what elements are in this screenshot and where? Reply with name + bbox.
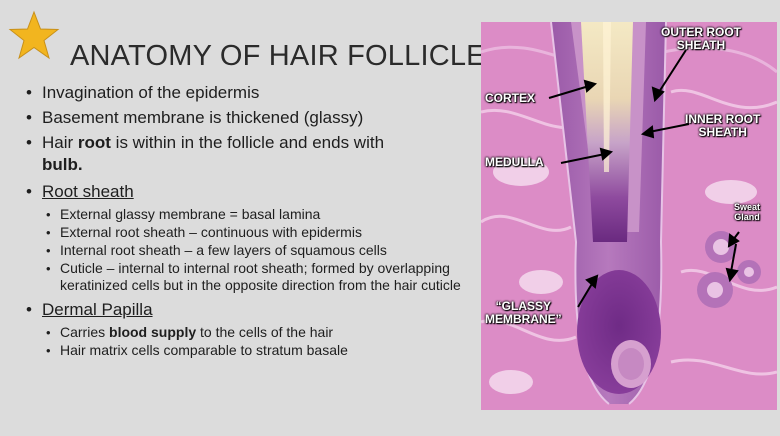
sub-bullet-external-root-sheath: External root sheath – continuous with e… xyxy=(24,224,476,241)
sub-bullet-hair-matrix: Hair matrix cells comparable to stratum … xyxy=(24,342,476,359)
label-sweat-gland: Sweat Gland xyxy=(734,202,761,222)
bullet-hair-root: Hair root is within in the follicle and … xyxy=(24,132,476,176)
slide-title: ANATOMY OF HAIR FOLLICLE xyxy=(70,40,486,72)
bullet-basement-membrane: Basement membrane is thickened (glassy) xyxy=(24,107,476,129)
bullet-dermal-papilla: Dermal Papilla xyxy=(24,299,476,321)
label-glassy-membrane: “GLASSY MEMBRANE” xyxy=(485,299,562,326)
label-inner-root-sheath: INNER ROOT SHEATH xyxy=(685,112,761,139)
hair-follicle-micrograph xyxy=(481,22,777,410)
bullet-root-sheath: Root sheath xyxy=(24,181,476,203)
sub-bullet-cuticle: Cuticle – internal to internal root shea… xyxy=(24,260,476,294)
label-medulla: MEDULLA xyxy=(485,155,544,169)
sub-bullet-glassy-membrane: External glassy membrane = basal lamina xyxy=(24,206,476,223)
histology-image: OUTER ROOT SHEATH CORTEX INNER ROOT SHEA… xyxy=(481,22,777,410)
label-cortex: CORTEX xyxy=(485,91,536,105)
sub-bullet-internal-root-sheath: Internal root sheath – a few layers of s… xyxy=(24,242,476,259)
bullet-list: Invagination of the epidermis Basement m… xyxy=(24,82,476,360)
star-icon xyxy=(8,10,60,60)
sub-bullet-blood-supply: Carries blood supply to the cells of the… xyxy=(24,324,476,341)
label-outer-root-sheath: OUTER ROOT SHEATH xyxy=(661,25,741,52)
bullet-invagination: Invagination of the epidermis xyxy=(24,82,476,104)
root-sheath-heading: Root sheath xyxy=(42,182,134,201)
dermal-papilla-heading: Dermal Papilla xyxy=(42,300,153,319)
